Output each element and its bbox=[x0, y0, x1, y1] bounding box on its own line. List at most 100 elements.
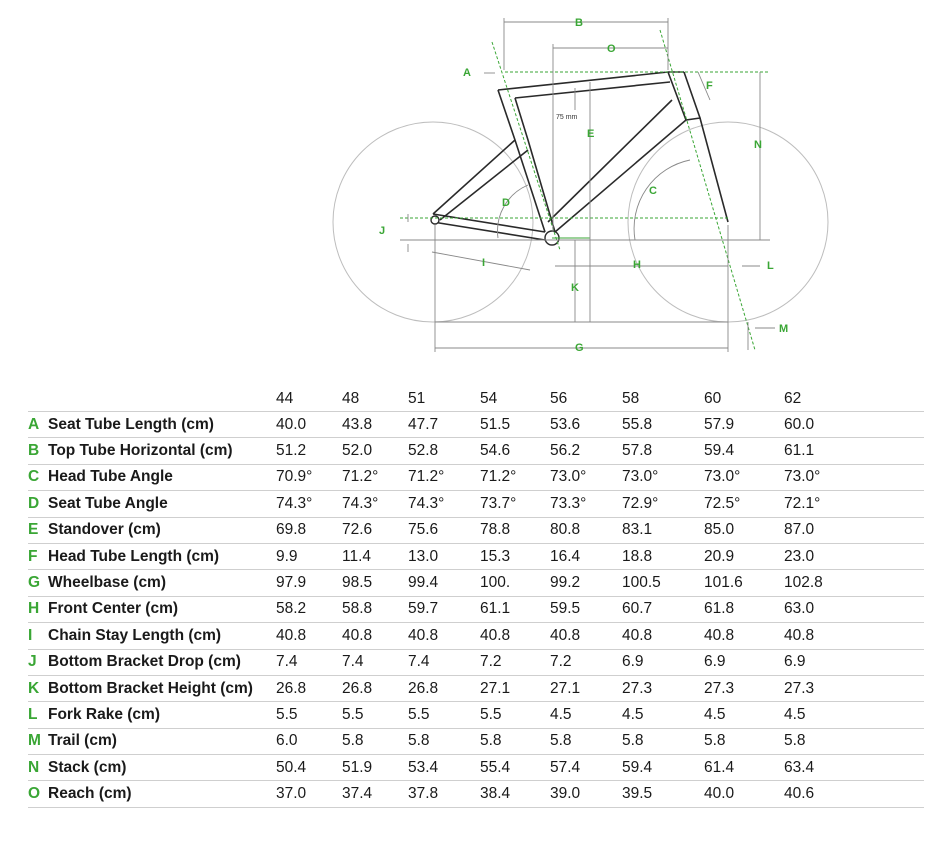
table-cell: 63.0 bbox=[784, 600, 815, 618]
table-cell: 74.3° bbox=[408, 494, 445, 512]
table-cell: 50.4 bbox=[276, 758, 307, 776]
table-cell: 4.5 bbox=[704, 705, 726, 723]
table-cell: 5.5 bbox=[276, 705, 298, 723]
table-cell: 71.2° bbox=[342, 468, 379, 486]
table-cell: 13.0 bbox=[408, 547, 439, 565]
row-name: Head Tube Length (cm) bbox=[48, 547, 220, 565]
table-cell: 100. bbox=[480, 574, 511, 592]
table-cell: 40.8 bbox=[784, 626, 815, 644]
table-cell: 63.4 bbox=[784, 758, 815, 776]
table-cell: 54.6 bbox=[480, 442, 511, 460]
row-letter: L bbox=[28, 705, 38, 723]
diagram-label-b: B bbox=[575, 17, 583, 29]
diagram-label-g: G bbox=[575, 342, 584, 354]
row-letter: F bbox=[28, 547, 38, 565]
table-cell: 40.8 bbox=[622, 626, 653, 644]
row-name: Reach (cm) bbox=[48, 785, 132, 803]
row-letter: D bbox=[28, 494, 40, 512]
table-cell: 52.0 bbox=[342, 442, 373, 460]
table-cell: 55.8 bbox=[622, 415, 653, 433]
table-cell: 6.0 bbox=[276, 732, 298, 750]
table-cell: 74.3° bbox=[342, 494, 379, 512]
table-row: O Reach (cm) 37.0 37.4 37.8 38.4 39.0 39.5 40.0 4… bbox=[28, 780, 924, 808]
table-cell: 5.8 bbox=[704, 732, 726, 750]
size-header-row: 44 48 51 54 56 58 60 62 bbox=[28, 386, 924, 412]
table-cell: 98.5 bbox=[342, 574, 373, 592]
diagram-note-75mm: 75 mm bbox=[556, 114, 578, 121]
table-cell: 20.9 bbox=[704, 547, 735, 565]
table-cell: 60.0 bbox=[784, 415, 815, 433]
table-row: A Seat Tube Length (cm) 40.0 43.8 47.7 51.5 53… bbox=[28, 411, 924, 438]
size-header-cell: 44 bbox=[276, 389, 294, 407]
table-cell: 52.8 bbox=[408, 442, 439, 460]
table-row: D Seat Tube Angle 74.3° 74.3° 74.3° 73.7° 73.3… bbox=[28, 490, 924, 517]
table-cell: 72.6 bbox=[342, 521, 373, 539]
table-cell: 61.8 bbox=[704, 600, 735, 618]
table-cell: 16.4 bbox=[550, 547, 581, 565]
table-cell: 26.8 bbox=[342, 679, 373, 697]
rear-dropout bbox=[430, 215, 440, 225]
row-name: Front Center (cm) bbox=[48, 600, 179, 618]
table-cell: 73.7° bbox=[480, 494, 517, 512]
table-cell: 5.8 bbox=[784, 732, 806, 750]
table-cell: 7.4 bbox=[408, 653, 430, 671]
geometry-table: 44 48 51 54 56 58 60 62 A Seat Tube Length (cm) 4… bbox=[28, 386, 924, 808]
size-header-cell: 62 bbox=[784, 389, 802, 407]
geometry-table-body: A Seat Tube Length (cm) 40.0 43.8 47.7 51.5 53… bbox=[28, 411, 924, 808]
row-letter: N bbox=[28, 758, 40, 776]
table-cell: 87.0 bbox=[784, 521, 815, 539]
diagram-label-c: C bbox=[649, 185, 657, 197]
table-cell: 97.9 bbox=[276, 574, 307, 592]
table-cell: 53.6 bbox=[550, 415, 581, 433]
table-row: N Stack (cm) 50.4 51.9 53.4 55.4 57.4 59.4 61.4 6… bbox=[28, 754, 924, 781]
table-cell: 47.7 bbox=[408, 415, 439, 433]
table-cell: 60.7 bbox=[622, 600, 653, 618]
table-cell: 37.8 bbox=[408, 785, 439, 803]
table-cell: 40.0 bbox=[704, 785, 735, 803]
size-header-cell: 58 bbox=[622, 389, 640, 407]
table-cell: 85.0 bbox=[704, 521, 735, 539]
table-row: F Head Tube Length (cm) 9.9 11.4 13.0 15.3 16.… bbox=[28, 543, 924, 569]
size-header-cell: 48 bbox=[342, 389, 360, 407]
table-cell: 59.4 bbox=[704, 442, 735, 460]
table-cell: 39.5 bbox=[622, 785, 653, 803]
diagram-label-f: F bbox=[706, 80, 713, 92]
table-cell: 5.8 bbox=[550, 732, 572, 750]
table-cell: 57.8 bbox=[622, 442, 653, 460]
diagram-label-j: J bbox=[379, 225, 385, 237]
table-cell: 4.5 bbox=[622, 705, 644, 723]
diagram-label-d: D bbox=[502, 197, 510, 209]
table-cell: 5.8 bbox=[408, 732, 430, 750]
table-row: L Fork Rake (cm) 5.5 5.5 5.5 5.5 4.5 4.5 4.5 4.5 bbox=[28, 701, 924, 728]
bike-frame bbox=[432, 71, 729, 241]
diagram-label-o: O bbox=[607, 43, 616, 55]
diagram-label-m: M bbox=[779, 323, 788, 335]
table-cell: 56.2 bbox=[550, 442, 581, 460]
table-cell: 51.9 bbox=[342, 758, 373, 776]
row-letter: A bbox=[28, 415, 40, 433]
table-cell: 27.1 bbox=[550, 679, 581, 697]
row-letter: G bbox=[28, 574, 41, 592]
table-cell: 101.6 bbox=[704, 574, 743, 592]
table-cell: 26.8 bbox=[408, 679, 439, 697]
table-cell: 55.4 bbox=[480, 758, 511, 776]
bike-geometry-diagram: B O A F E N C D J I H L K M G 75 mm bbox=[332, 17, 829, 354]
row-letter: K bbox=[28, 679, 40, 697]
table-cell: 4.5 bbox=[784, 705, 806, 723]
table-cell: 78.8 bbox=[480, 521, 511, 539]
geometry-table-wrap: 44 48 51 54 56 58 60 62 A Seat Tube Length (cm) 4… bbox=[28, 386, 924, 808]
table-cell: 40.8 bbox=[342, 626, 373, 644]
table-cell: 40.0 bbox=[276, 415, 307, 433]
table-cell: 38.4 bbox=[480, 785, 511, 803]
table-cell: 61.1 bbox=[784, 442, 815, 460]
row-name: Standover (cm) bbox=[48, 521, 161, 539]
diagram-label-l: L bbox=[767, 260, 774, 272]
table-cell: 5.5 bbox=[342, 705, 364, 723]
table-cell: 51.2 bbox=[276, 442, 307, 460]
size-header-cell: 54 bbox=[480, 389, 498, 407]
table-cell: 71.2° bbox=[408, 468, 445, 486]
table-row: I Chain Stay Length (cm) 40.8 40.8 40.8 40.8 4… bbox=[28, 622, 924, 649]
diagram-label-a: A bbox=[463, 67, 471, 79]
table-cell: 5.5 bbox=[480, 705, 502, 723]
table-cell: 72.1° bbox=[784, 494, 821, 512]
